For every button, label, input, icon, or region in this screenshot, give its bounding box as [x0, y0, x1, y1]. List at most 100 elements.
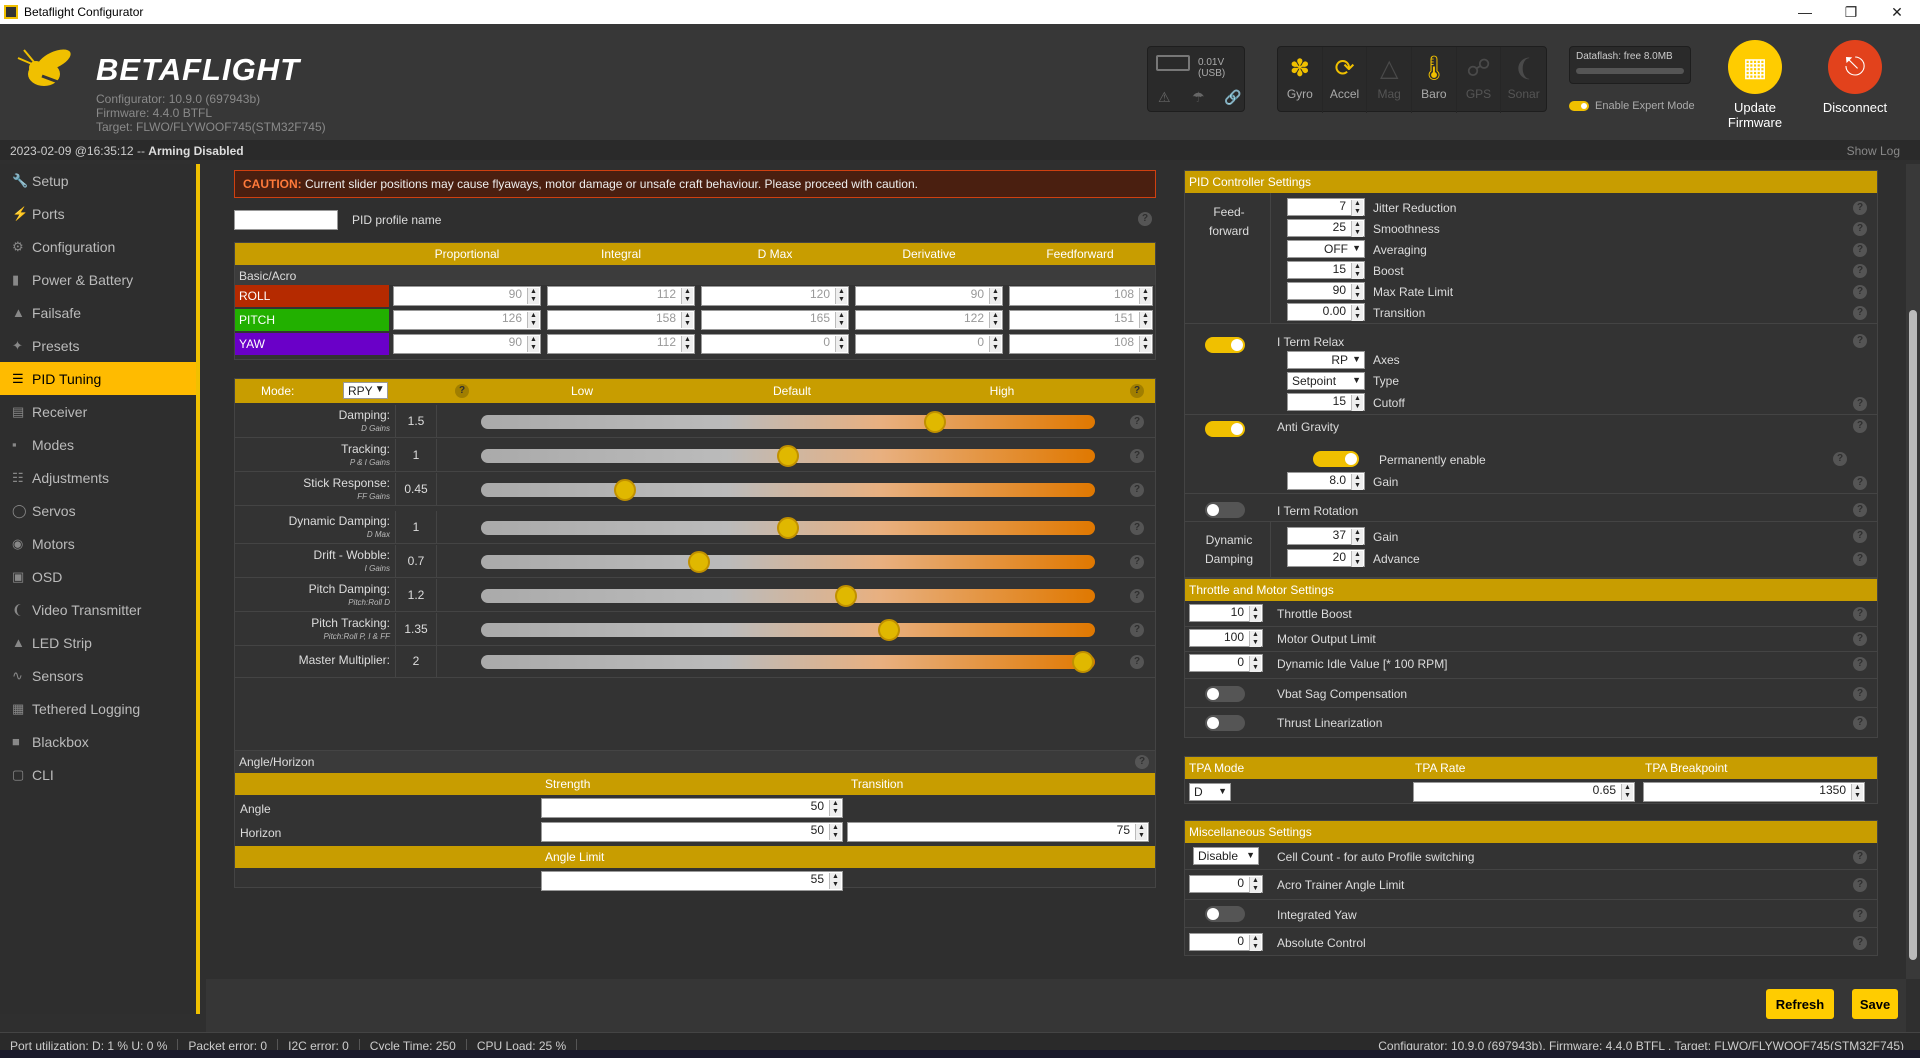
feedforward-input[interactable]: 0.00 ▲ ▼ — [1287, 303, 1365, 321]
pid-pitch-input[interactable]: 126 ▲ ▼ — [393, 310, 541, 330]
feedforward-input[interactable]: 90 ▲ ▼ — [1287, 282, 1365, 300]
pid-roll-input[interactable]: 112 ▲ ▼ — [547, 286, 695, 306]
sidebar-item-configuration[interactable]: ⚙ Configuration — [12, 238, 116, 255]
sidebar-item-servos[interactable]: ◯ Servos — [12, 502, 76, 519]
help-icon[interactable]: ? — [1130, 384, 1144, 398]
slider-thumb[interactable] — [777, 516, 799, 539]
slider-thumb[interactable] — [614, 478, 637, 501]
axes-select[interactable]: RP ▼ — [1287, 351, 1365, 369]
pid-roll-input[interactable]: 120 ▲ ▼ — [701, 286, 849, 306]
help-icon[interactable]: ? — [1853, 201, 1867, 215]
horizon-strength-input[interactable]: 50 ▲ ▼ — [541, 822, 843, 842]
sidebar-item-setup[interactable]: 🔧 Setup — [12, 172, 69, 189]
iterm-relax-toggle[interactable] — [1205, 337, 1245, 353]
help-icon[interactable]: ? — [1853, 334, 1867, 348]
expert-mode-toggle[interactable]: Enable Expert Mode — [1569, 100, 1695, 112]
pid-pitch-input[interactable]: 165 ▲ ▼ — [701, 310, 849, 330]
feedforward-input[interactable]: 7 ▲ ▼ — [1287, 198, 1365, 216]
help-icon[interactable]: ? — [1130, 448, 1144, 463]
help-icon[interactable]: ? — [1853, 419, 1867, 433]
slider-track[interactable] — [481, 414, 1095, 429]
sidebar-item-cli[interactable]: ▢ CLI — [12, 766, 54, 783]
help-icon[interactable]: ? — [1853, 243, 1867, 257]
help-icon[interactable]: ? — [1833, 452, 1847, 466]
update-firmware-button[interactable]: ▦ Update Firmware — [1715, 40, 1795, 130]
slider-thumb[interactable] — [1071, 650, 1094, 673]
pid-yaw-input[interactable]: 0 ▲ ▼ — [855, 334, 1003, 354]
averaging-select[interactable]: OFF ▼ — [1287, 240, 1365, 258]
sidebar-item-led-strip[interactable]: ▲ LED Strip — [12, 634, 92, 651]
pid-roll-input[interactable]: 90 ▲ ▼ — [393, 286, 541, 306]
pid-profile-name-input[interactable] — [234, 210, 338, 230]
pid-roll-input[interactable]: 108 ▲ ▼ — [1009, 286, 1153, 306]
help-icon[interactable]: ? — [1853, 222, 1867, 236]
sidebar-item-presets[interactable]: ✦ Presets — [12, 337, 80, 354]
help-icon[interactable]: ? — [1853, 529, 1867, 543]
help-icon[interactable]: ? — [1853, 306, 1867, 320]
help-icon[interactable]: ? — [1853, 687, 1867, 701]
help-icon[interactable]: ? — [1130, 554, 1144, 569]
help-icon[interactable]: ? — [1853, 632, 1867, 646]
slider-track[interactable] — [481, 622, 1095, 637]
slider-thumb[interactable] — [687, 550, 710, 573]
dd-gain-input[interactable]: 37 ▲ ▼ — [1287, 527, 1365, 545]
help-icon[interactable]: ? — [1130, 622, 1144, 637]
help-icon[interactable]: ? — [1853, 657, 1867, 671]
sidebar-item-video-transmitter[interactable]: ❨ Video Transmitter — [12, 601, 142, 618]
feedforward-input[interactable]: 15 ▲ ▼ — [1287, 261, 1365, 279]
throttle-input[interactable]: 10 ▲ ▼ — [1189, 604, 1263, 622]
minimize-icon[interactable]: — — [1798, 4, 1812, 20]
help-icon[interactable]: ? — [1138, 212, 1152, 226]
dd-advance-input[interactable]: 20 ▲ ▼ — [1287, 549, 1365, 567]
sidebar-item-receiver[interactable]: ▤ Receiver — [12, 403, 88, 420]
sidebar-item-power-battery[interactable]: ▮ Power & Battery — [12, 271, 134, 288]
slider-thumb[interactable] — [777, 444, 799, 467]
sidebar-item-pid-tuning[interactable]: ☰ PID Tuning — [0, 362, 196, 395]
sidebar-item-failsafe[interactable]: ▲ Failsafe — [12, 304, 82, 321]
slider-track[interactable] — [481, 654, 1095, 669]
feedforward-input[interactable]: 25 ▲ ▼ — [1287, 219, 1365, 237]
angle-strength-input[interactable]: 50 ▲ ▼ — [541, 798, 843, 818]
help-icon[interactable]: ? — [1853, 397, 1867, 411]
sidebar-item-motors[interactable]: ◉ Motors — [12, 535, 75, 552]
pid-yaw-input[interactable]: 112 ▲ ▼ — [547, 334, 695, 354]
disconnect-button[interactable]: ⎋ Disconnect — [1815, 40, 1895, 115]
sidebar-item-ports[interactable]: ⚡ Ports — [12, 205, 65, 222]
iterm-rotation-toggle[interactable] — [1205, 502, 1245, 518]
sidebar-item-osd[interactable]: ▣ OSD — [12, 568, 63, 585]
sidebar-item-blackbox[interactable]: ■ Blackbox — [12, 733, 89, 750]
pid-roll-input[interactable]: 90 ▲ ▼ — [855, 286, 1003, 306]
content-scrollbar[interactable] — [1906, 164, 1920, 979]
integrated-yaw-toggle[interactable] — [1205, 906, 1245, 922]
horizon-transition-input[interactable]: 75 ▲ ▼ — [847, 822, 1149, 842]
help-icon[interactable]: ? — [1853, 850, 1867, 864]
help-icon[interactable]: ? — [1853, 264, 1867, 278]
expert-mode-switch[interactable] — [1569, 101, 1589, 111]
pid-yaw-input[interactable]: 90 ▲ ▼ — [393, 334, 541, 354]
permanently-enable-toggle[interactable] — [1313, 451, 1359, 467]
slider-track[interactable] — [481, 554, 1095, 569]
help-icon[interactable]: ? — [1853, 607, 1867, 621]
sidebar-item-tethered-logging[interactable]: ▦ Tethered Logging — [12, 700, 141, 717]
help-icon[interactable]: ? — [1853, 285, 1867, 299]
close-icon[interactable]: ✕ — [1891, 3, 1903, 20]
throttle-input[interactable]: 0 ▲ ▼ — [1189, 654, 1263, 672]
show-log-link[interactable]: Show Log — [1846, 144, 1900, 158]
help-icon[interactable]: ? — [1853, 503, 1867, 517]
tpa-breakpoint-input[interactable]: 1350 ▲ ▼ — [1643, 782, 1865, 802]
mode-select[interactable]: RPY ▼ — [343, 382, 388, 399]
sidebar-item-adjustments[interactable]: ☷ Adjustments — [12, 469, 110, 486]
pid-pitch-input[interactable]: 122 ▲ ▼ — [855, 310, 1003, 330]
thrust-linearization-toggle[interactable] — [1205, 715, 1245, 731]
scrollbar-thumb[interactable] — [1909, 310, 1917, 960]
save-button[interactable]: Save — [1852, 989, 1898, 1019]
pid-pitch-input[interactable]: 151 ▲ ▼ — [1009, 310, 1153, 330]
help-icon[interactable]: ? — [1853, 476, 1867, 490]
slider-track[interactable] — [481, 482, 1095, 497]
help-icon[interactable]: ? — [1130, 520, 1144, 535]
sidebar-item-sensors[interactable]: ∿ Sensors — [12, 667, 84, 684]
angle-limit-input[interactable]: 55 ▲ ▼ — [541, 871, 843, 891]
help-icon[interactable]: ? — [1853, 878, 1867, 892]
restore-icon[interactable]: ❐ — [1844, 3, 1858, 20]
acro-trainer-input[interactable]: 0 ▲ ▼ — [1189, 875, 1263, 893]
